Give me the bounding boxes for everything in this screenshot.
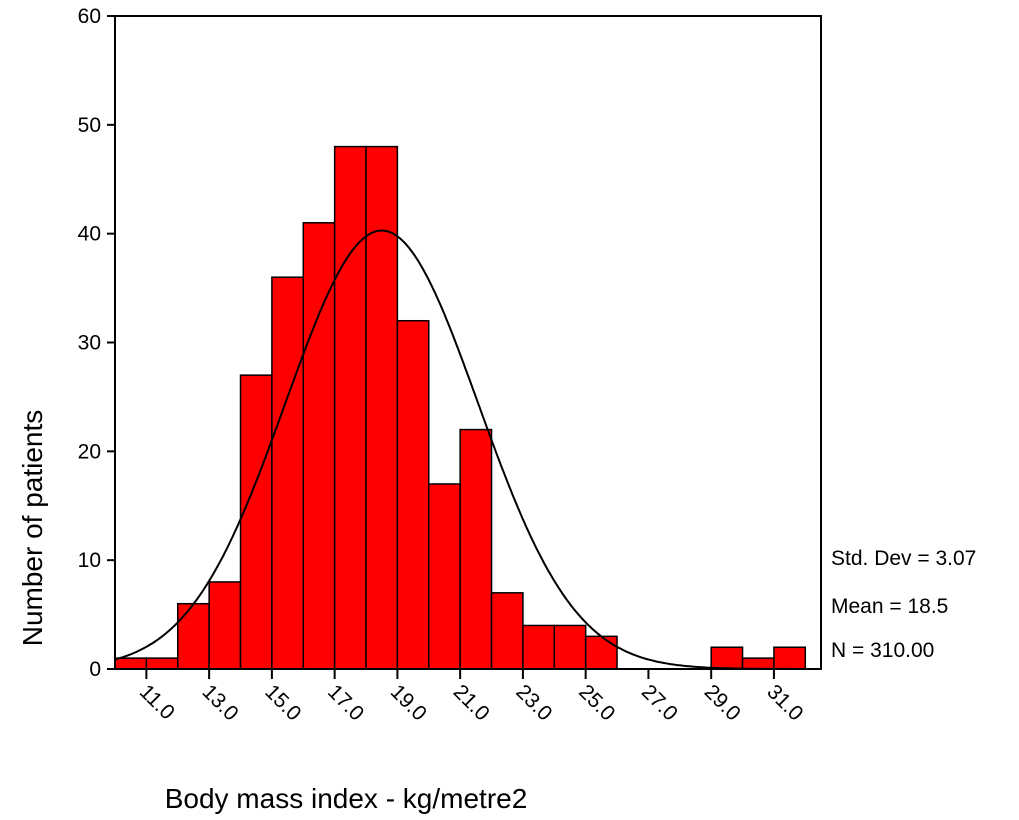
x-tick-label: 21.0 xyxy=(449,680,494,725)
stat-mean: Mean = 18.5 xyxy=(831,595,948,618)
histogram-bar xyxy=(271,276,305,670)
y-tick-label: 10 xyxy=(78,549,101,572)
histogram-bar xyxy=(773,646,807,670)
y-tick-label: 40 xyxy=(78,223,101,246)
histogram-bar xyxy=(459,428,493,670)
x-tick-label: 29.0 xyxy=(700,680,745,725)
y-tick-label: 30 xyxy=(78,332,101,355)
x-tick-label: 27.0 xyxy=(637,680,682,725)
histogram-bar xyxy=(302,222,336,670)
x-tick-label: 19.0 xyxy=(386,680,431,725)
x-tick-label: 13.0 xyxy=(198,680,243,725)
histogram-bar xyxy=(208,581,242,670)
y-axis-title: Number of patients xyxy=(17,410,48,647)
stat-std-dev: Std. Dev = 3.07 xyxy=(831,547,976,570)
bars-layer xyxy=(114,145,807,670)
x-tick-label: 17.0 xyxy=(323,680,368,725)
curve-layer xyxy=(114,229,821,670)
histogram-bar xyxy=(177,602,210,670)
x-tick-label: 25.0 xyxy=(574,680,619,725)
histogram-bar xyxy=(396,319,430,670)
x-tick-label: 15.0 xyxy=(260,680,305,725)
histogram-bar xyxy=(522,624,556,670)
y-tick-label: 60 xyxy=(78,5,101,28)
y-tick-label: 50 xyxy=(78,114,101,137)
x-tick-label: 31.0 xyxy=(762,680,807,725)
histogram-bar xyxy=(333,145,367,670)
histogram-bar xyxy=(584,635,618,670)
x-tick-label: 23.0 xyxy=(511,680,556,725)
histogram-bar xyxy=(239,374,273,670)
histogram-bar xyxy=(553,624,587,670)
y-tick-label: 0 xyxy=(89,658,101,681)
histogram-bar xyxy=(710,646,744,670)
histogram-bar xyxy=(114,657,148,670)
x-tick-label: 11.0 xyxy=(135,680,179,724)
histogram-bar xyxy=(490,592,524,670)
histogram-bar xyxy=(145,657,179,670)
histogram-bar xyxy=(428,483,461,670)
histogram-bar xyxy=(741,657,775,670)
y-tick-label: 20 xyxy=(78,440,101,463)
normal-curve-line xyxy=(114,229,821,670)
histogram-bar xyxy=(365,145,399,670)
stat-n: N = 310.00 xyxy=(831,639,934,662)
x-axis-title: Body mass index - kg/metre2 xyxy=(165,783,528,814)
